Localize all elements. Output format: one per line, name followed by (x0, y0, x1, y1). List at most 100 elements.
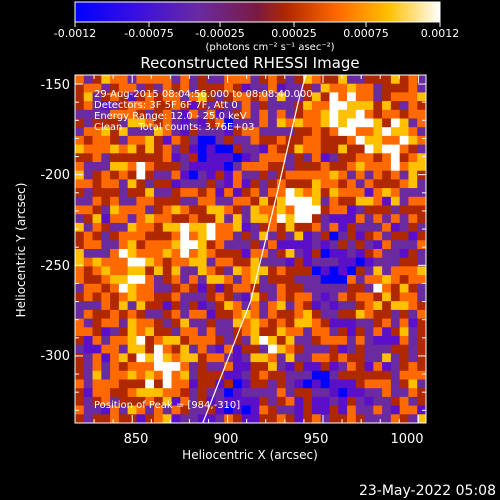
heatmap-cell (92, 327, 102, 337)
heatmap-cell (171, 414, 181, 423)
heatmap-cell (250, 275, 260, 285)
heatmap-cell (180, 275, 190, 285)
heatmap-cell (408, 83, 418, 93)
heatmap-cell (417, 231, 426, 241)
heatmap-cell (101, 370, 111, 381)
heatmap-cell (268, 153, 278, 163)
heatmap-cell (145, 144, 155, 154)
heatmap-cell (294, 396, 304, 407)
heatmap-cell (136, 153, 146, 163)
heatmap-cell (250, 327, 260, 337)
heatmap-cell (250, 292, 260, 302)
heatmap-cell (171, 344, 181, 354)
heatmap-cell (329, 292, 339, 302)
heatmap-cell (338, 162, 348, 172)
heatmap-cell (171, 396, 181, 407)
heatmap-cell (311, 266, 322, 276)
heatmap-cell (276, 83, 287, 93)
heatmap-cell (197, 101, 208, 111)
heatmap-cell (75, 336, 85, 346)
heatmap-cell (162, 118, 173, 128)
heatmap-cell (364, 188, 374, 198)
heatmap-cell (232, 127, 243, 137)
heatmap-cell (162, 249, 173, 259)
heatmap-cell (294, 327, 304, 337)
heatmap-cell (311, 327, 322, 337)
heatmap-cell (373, 127, 383, 137)
heatmap-cell (92, 170, 102, 180)
heatmap-cell (276, 196, 287, 207)
heatmap-cell (153, 127, 164, 137)
heatmap-cell (162, 240, 173, 250)
heatmap-cell (390, 405, 401, 415)
heatmap-cell (417, 266, 426, 276)
heatmap-cell (162, 309, 173, 320)
heatmap-cell (364, 75, 374, 85)
heatmap-cell (399, 396, 410, 407)
heatmap-cell (259, 144, 269, 154)
heatmap-cell (232, 370, 243, 381)
heatmap-cell (417, 257, 426, 267)
heatmap-cell (224, 118, 234, 128)
heatmap-cell (110, 370, 120, 381)
heatmap-cell (250, 179, 260, 189)
heatmap-cell (268, 405, 278, 415)
heatmap-cell (83, 144, 94, 154)
heatmap-cell (311, 109, 322, 120)
heatmap-cell (224, 101, 234, 111)
heatmap-cell (232, 144, 243, 154)
heatmap-cell (382, 301, 392, 311)
heatmap-cell (110, 240, 120, 250)
heatmap-cell (189, 135, 199, 146)
heatmap-cell (320, 162, 331, 172)
heatmap-cell (136, 196, 146, 207)
heatmap-cell (294, 127, 304, 137)
heatmap-cell (338, 283, 348, 294)
heatmap-cell (180, 205, 190, 215)
heatmap-cell (417, 301, 426, 311)
heatmap-cell (417, 275, 426, 285)
heatmap-cell (276, 396, 287, 407)
heatmap-cell (110, 301, 120, 311)
heatmap-cell (197, 135, 208, 146)
heatmap-cell (206, 240, 217, 250)
colorbar (74, 1, 441, 23)
heatmap-cell (180, 327, 190, 337)
heatmap-cell (197, 388, 208, 398)
heatmap-cell (276, 75, 287, 85)
heatmap-cell (75, 405, 85, 415)
heatmap-cell (189, 101, 199, 111)
heatmap-cell (189, 162, 199, 172)
heatmap-cell (136, 344, 146, 354)
heatmap-cell (118, 344, 129, 354)
heatmap-cell (303, 231, 313, 241)
heatmap-cell (311, 344, 322, 354)
heatmap-cell (320, 231, 331, 241)
heatmap-cell (110, 257, 120, 267)
heatmap-cell (347, 362, 357, 372)
heatmap-cell (127, 388, 138, 398)
heatmap-cell (110, 109, 120, 120)
heatmap-cell (153, 275, 164, 285)
heatmap-cell (180, 336, 190, 346)
heatmap-cell (294, 283, 304, 294)
heatmap-cell (145, 405, 155, 415)
heatmap-cell (338, 127, 348, 137)
heatmap-cell (241, 144, 252, 154)
heatmap-cell (127, 405, 138, 415)
heatmap-cell (110, 101, 120, 111)
heatmap-cell (364, 231, 374, 241)
heatmap-cell (153, 318, 164, 328)
heatmap-cell (320, 266, 331, 276)
heatmap-cell (118, 396, 129, 407)
heatmap-cell (250, 396, 260, 407)
heatmap-cell (259, 170, 269, 180)
heatmap-cell (197, 292, 208, 302)
heatmap-cell (162, 162, 173, 172)
heatmap-cell (355, 118, 366, 128)
heatmap-cell (136, 231, 146, 241)
heatmap-cell (399, 162, 410, 172)
heatmap-cell (268, 309, 278, 320)
heatmap-cell (364, 353, 374, 363)
heatmap-cell (171, 405, 181, 415)
